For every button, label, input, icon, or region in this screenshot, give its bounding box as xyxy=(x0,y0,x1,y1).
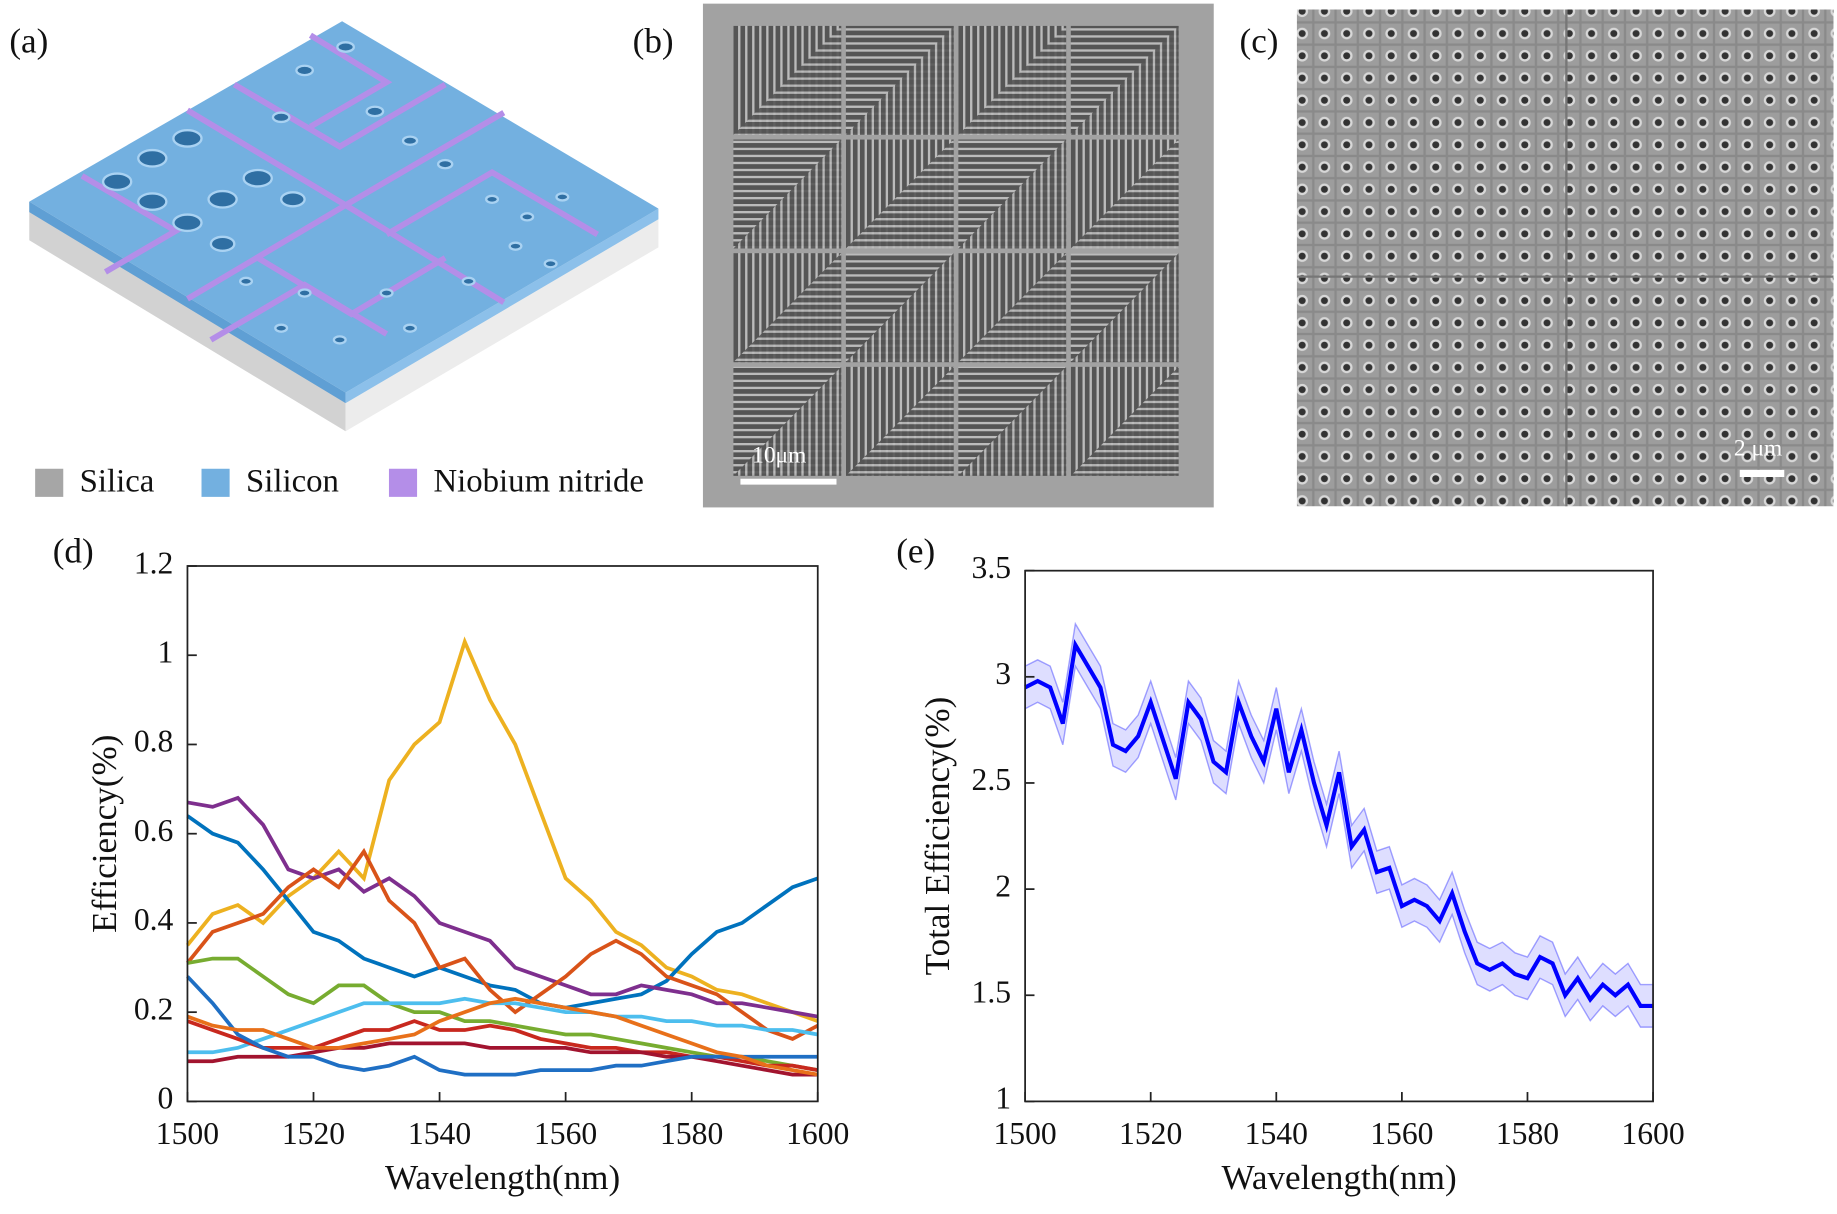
sem-cell-corner xyxy=(1070,25,1179,135)
legend-swatch xyxy=(388,468,418,497)
y-tick-label: 1.5 xyxy=(972,975,1012,1010)
scale-bar-label: 10μm xyxy=(752,442,806,468)
panel-label: (d) xyxy=(53,531,94,570)
y-tick-label: 2 xyxy=(995,868,1011,903)
legend-label: Silica xyxy=(80,464,155,500)
sem-cell-corner xyxy=(1070,253,1179,363)
sem-cell-corner xyxy=(733,139,842,249)
plot-area xyxy=(187,565,818,1102)
y-tick-label: 0 xyxy=(158,1081,174,1116)
x-axis-label: Wavelength(nm) xyxy=(1222,1158,1457,1197)
sem-cell-corner xyxy=(958,253,1067,363)
legend-label: Niobium nitride xyxy=(433,464,643,500)
sem-cell-corner xyxy=(845,253,954,363)
x-tick-label: 1520 xyxy=(1119,1116,1182,1151)
x-tick-label: 1560 xyxy=(1370,1116,1433,1151)
y-axis-label: Efficiency(%) xyxy=(85,735,124,933)
x-tick-label: 1580 xyxy=(1496,1116,1559,1151)
data-line xyxy=(1024,639,1654,1008)
y-tick-label: 0.2 xyxy=(134,991,174,1026)
x-tick-label: 1540 xyxy=(1245,1116,1308,1151)
x-tick-label: 1540 xyxy=(408,1116,471,1151)
sem-cell-corner xyxy=(845,139,954,249)
scale-bar-label: 2 μm xyxy=(1734,435,1782,461)
x-tick-label: 1520 xyxy=(282,1116,345,1151)
x-tick-label: 1560 xyxy=(534,1116,597,1151)
sem-cell-corner xyxy=(1070,366,1179,476)
sem-cell-corner xyxy=(845,25,954,135)
legend-label: Silicon xyxy=(246,464,339,500)
sem-cell-corner xyxy=(733,25,842,135)
sem-cell-corner xyxy=(958,366,1067,476)
y-tick-label: 0.6 xyxy=(134,813,174,848)
data-line xyxy=(186,996,819,1077)
y-tick-label: 1 xyxy=(995,1081,1011,1116)
panel-label: (b) xyxy=(633,22,674,61)
sem-image-b: 10μm xyxy=(702,3,1214,508)
sem-cell-corner xyxy=(733,253,842,363)
y-tick-label: 0.4 xyxy=(134,902,174,937)
data-line xyxy=(186,814,819,1010)
panel-label: (e) xyxy=(896,531,935,570)
y-tick-label: 1 xyxy=(158,634,174,669)
panel-label: (a) xyxy=(9,22,48,61)
plot-area xyxy=(1025,570,1654,1102)
x-tick-label: 1500 xyxy=(993,1116,1056,1151)
legend-swatch xyxy=(35,468,64,497)
x-tick-label: 1580 xyxy=(660,1116,723,1151)
x-tick-label: 1500 xyxy=(156,1116,219,1151)
x-tick-label: 1600 xyxy=(1621,1116,1684,1151)
y-tick-label: 3 xyxy=(995,656,1011,691)
y-tick-label: 2.5 xyxy=(972,762,1012,797)
data-line xyxy=(187,996,819,1055)
y-tick-label: 0.8 xyxy=(134,724,174,759)
sem-cell-corner xyxy=(845,366,954,476)
axes-frame xyxy=(1024,569,1654,1103)
sem-cell-corner xyxy=(958,25,1067,135)
y-tick-label: 3.5 xyxy=(972,550,1012,585)
data-line xyxy=(187,795,819,1019)
y-axis-label: Total Efficiency(%) xyxy=(918,697,957,976)
data-line xyxy=(186,975,818,1077)
sem-image-c: 2 μm xyxy=(1296,9,1834,507)
panel-label: (c) xyxy=(1240,22,1279,61)
sem-cell-corner xyxy=(1070,139,1179,249)
data-line xyxy=(185,636,819,1023)
sem-cell-corner xyxy=(733,366,842,476)
x-axis-label: Wavelength(nm) xyxy=(385,1158,620,1197)
sem-cell-corner xyxy=(958,139,1067,249)
legend-swatch xyxy=(201,468,230,497)
y-tick-label: 1.2 xyxy=(134,545,174,580)
schematic xyxy=(29,21,659,432)
x-tick-label: 1600 xyxy=(786,1116,849,1151)
